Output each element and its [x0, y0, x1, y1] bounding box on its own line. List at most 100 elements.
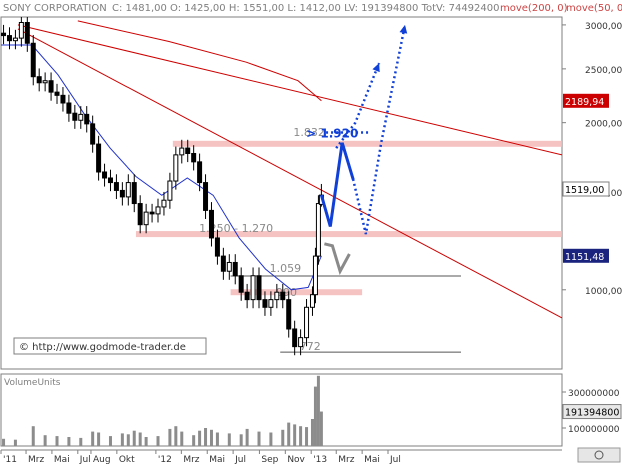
moving-average-200-line [77, 20, 322, 102]
price-panel-frame [0, 16, 563, 370]
candle-body-33 [197, 161, 203, 184]
candle-body-12 [72, 112, 78, 121]
volume-bar-35 [313, 386, 317, 446]
candle-body-24 [143, 211, 149, 226]
volume-bar-26 [245, 428, 249, 446]
x-tick-label-2: Mai [54, 455, 70, 464]
price-box-label-0: 2189,94 [565, 97, 604, 108]
candle-body-54 [315, 203, 321, 257]
volume-bar-33 [305, 427, 309, 446]
volume-bar-0 [2, 438, 6, 446]
support-resistance-zone-1 [135, 231, 562, 238]
candle-body-10 [60, 94, 66, 104]
x-axis: '11 Mrz Mai Jul Aug Okt '12 Mrz Mai Jul Sep Nov '13 M… [0, 447, 621, 464]
volume-bar-37 [319, 411, 323, 446]
logo-box [577, 447, 621, 463]
volume-bar-18 [180, 431, 184, 446]
volume-bar-4 [55, 436, 59, 446]
volume-bar-22 [209, 429, 213, 446]
candle-body-5 [30, 42, 36, 78]
price-box-2 [563, 248, 609, 263]
volume-bar-16 [168, 428, 172, 446]
candle-body-44 [262, 299, 268, 308]
x-tick-label-3: Jul [79, 455, 91, 464]
candle-body-40 [238, 275, 244, 293]
candle-body-49 [292, 328, 298, 348]
volume-bar-32 [299, 426, 303, 446]
volume-bar-29 [281, 429, 285, 446]
price-box-label-1: 1519,00 [565, 185, 604, 196]
candle-body-28 [167, 180, 173, 201]
volume-last-value-label: 191394800 [565, 408, 619, 419]
volume-bar-27 [257, 431, 261, 446]
candle-body-22 [131, 182, 137, 205]
candle-body-41 [244, 291, 250, 301]
projection-alt-arrow-head [372, 63, 380, 73]
volume-bar-6 [79, 437, 83, 446]
volume-bar-31 [293, 424, 297, 446]
volume-bar-5 [67, 437, 71, 446]
x-tick-label-13: Mrz [338, 455, 354, 464]
x-tick-label-12: '13 [313, 455, 327, 464]
moving-average-50-line [1, 44, 322, 291]
candle-body-11 [66, 102, 72, 114]
volume-bar-21 [204, 428, 208, 446]
candle-body-51 [304, 306, 310, 339]
candle-body-18 [107, 177, 113, 184]
candle-body-9 [54, 91, 60, 96]
candle-body-7 [42, 80, 48, 84]
level-label-0: 1.832 [293, 126, 325, 139]
x-tick-label-9: Jul [234, 455, 246, 464]
candle-body-35 [208, 209, 214, 239]
volume-bar-13 [138, 432, 142, 446]
volume-bar-11 [126, 434, 130, 446]
candle-body-36 [214, 237, 220, 257]
volume-bar-7 [91, 431, 95, 446]
candle-body-53 [312, 255, 318, 296]
volume-panel-label: VolumeUnits [4, 378, 61, 388]
watermark-text: © http://www.godmode-trader.de [19, 342, 186, 353]
x-tick-label-14: Mai [364, 455, 380, 464]
price-y-tick-label-4: 3000,00 [585, 22, 622, 32]
quote-text: C: 1481,00 O: 1425,00 H: 1551,00 L: 1412… [112, 3, 500, 14]
candle-body-14 [84, 113, 90, 125]
price-box-label-2: 1151,48 [565, 252, 604, 263]
volume-bar-9 [108, 436, 112, 446]
candle-body-32 [191, 152, 197, 163]
volume-bar-14 [144, 437, 148, 446]
trendline-1 [17, 28, 562, 319]
volume-bar-20 [198, 430, 202, 446]
symbol-title: SONY CORPORATION [3, 3, 107, 14]
volume-y-tick-label-0: 100000000 [568, 425, 620, 435]
volume-bar-28 [269, 432, 273, 446]
candle-body-42 [250, 275, 256, 301]
candle-body-16 [96, 143, 102, 173]
volume-bar-23 [215, 432, 219, 446]
x-tick-label-10: Sep [261, 455, 278, 464]
x-tick-label-15: Jul [389, 455, 401, 464]
projection-arrow-head [399, 24, 408, 34]
volume-bar-8 [97, 432, 101, 446]
volume-bar-12 [132, 430, 136, 446]
level-label-4: 772 [300, 340, 321, 353]
candle-body-6 [36, 76, 42, 84]
volume-bar-1 [13, 439, 17, 446]
volume-bar-3 [43, 435, 47, 446]
volume-bar-24 [227, 433, 231, 446]
support-resistance-zone-0 [172, 140, 562, 147]
x-tick-label-1: Mrz [28, 455, 44, 464]
candle-body-4 [24, 22, 30, 44]
volume-bar-19 [192, 435, 196, 446]
volume-last-value-box [562, 404, 622, 420]
candle-body-0 [1, 32, 7, 37]
candle-body-31 [185, 147, 191, 154]
candle-body-19 [113, 182, 119, 191]
x-tick-label-6: '12 [158, 455, 172, 464]
volume-bar-25 [239, 434, 243, 446]
price-box-1 [562, 181, 610, 197]
candle-body-43 [256, 275, 262, 301]
alternative-scenario-path [324, 242, 351, 276]
volume-y-tick-label-1: 300000000 [568, 389, 620, 399]
ma-short-legend: move(50, 0) [566, 3, 622, 14]
